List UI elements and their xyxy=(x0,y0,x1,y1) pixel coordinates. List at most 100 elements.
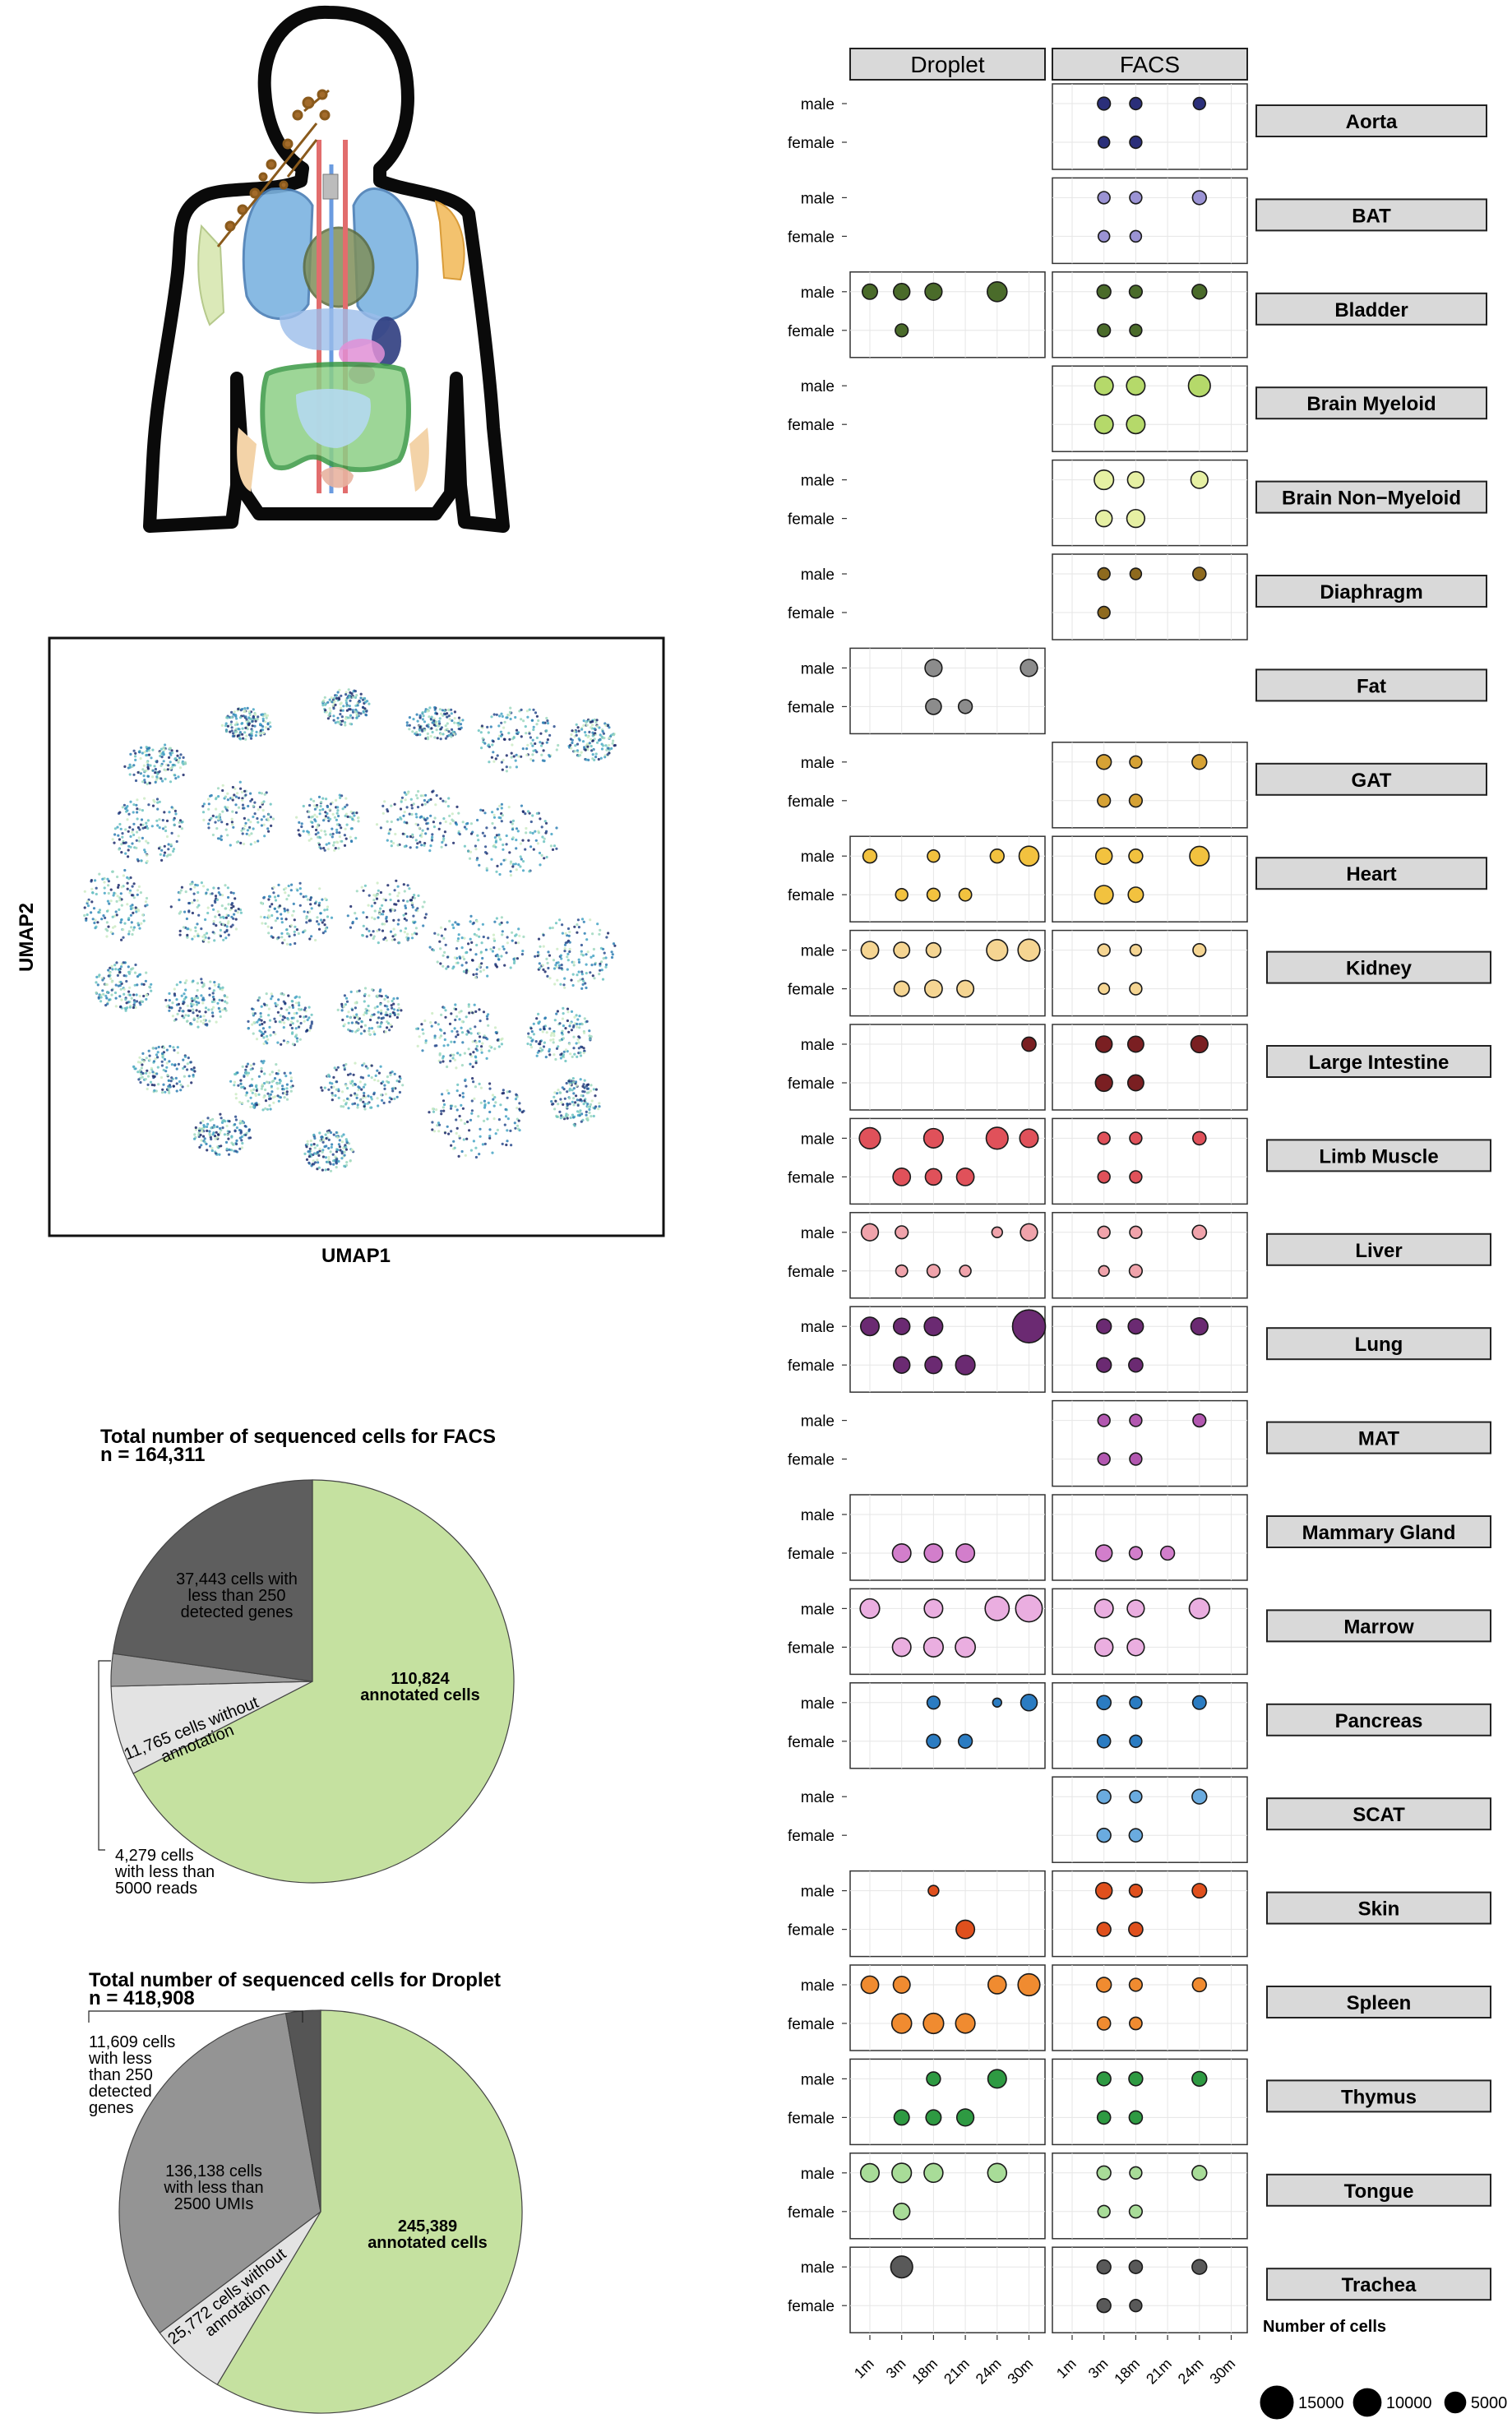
dot-male xyxy=(1192,1131,1207,1146)
panel-facs-0 xyxy=(1052,83,1248,170)
tissue-strip xyxy=(1266,1139,1491,1172)
dot-female xyxy=(1094,414,1114,435)
dot-male xyxy=(923,1598,944,1619)
dot-male xyxy=(1191,2259,1208,2275)
tissue-label: Fat xyxy=(1357,675,1386,697)
row-label-female: female xyxy=(788,982,835,999)
dot-female xyxy=(1096,2298,1112,2314)
panel-facs-7 xyxy=(1052,742,1248,829)
panel-frame xyxy=(849,1117,1046,1205)
facet-label-droplet: Droplet xyxy=(910,52,984,77)
dot-female xyxy=(923,1542,944,1564)
dot-female xyxy=(924,979,943,999)
dot-male xyxy=(1129,1695,1143,1709)
panel-droplet-10 xyxy=(849,1024,1046,1111)
dot-female xyxy=(1096,2016,1112,2031)
tissue-label: Thymus xyxy=(1341,2086,1417,2108)
row-label-female: female xyxy=(788,323,835,340)
dot-female xyxy=(892,1356,911,1374)
dot-male xyxy=(986,938,1009,962)
dot-female xyxy=(1129,229,1143,243)
panel-droplet-9 xyxy=(849,929,1046,1017)
pancreas xyxy=(339,339,385,368)
x-tick-label: 30m xyxy=(1206,2356,1238,2388)
x-tick-label: 1m xyxy=(851,2356,877,2382)
row-label-male: male xyxy=(801,943,835,960)
row-label-female: female xyxy=(788,2298,835,2315)
row-label-female: female xyxy=(788,1828,835,1845)
dot-female xyxy=(1128,793,1144,808)
dot-male xyxy=(1097,96,1112,111)
heart xyxy=(303,226,375,308)
panel-facs-8 xyxy=(1052,835,1248,922)
dot-female xyxy=(959,1265,972,1278)
dot-male xyxy=(859,1316,881,1337)
dot-male xyxy=(1192,942,1207,958)
panel-frame xyxy=(1052,1964,1248,2051)
pie-slice-low_genes xyxy=(284,2009,321,2213)
dot-male xyxy=(926,2071,941,2087)
dot-male xyxy=(1097,566,1111,581)
tissue-strip xyxy=(1266,1797,1491,1831)
panel-frame xyxy=(1052,1494,1248,1581)
panel-facs-21 xyxy=(1052,2058,1248,2146)
tissue-strip xyxy=(1266,2079,1491,2113)
dot-male xyxy=(860,1223,880,1242)
pie-chart-facs: Total number of sequenced cells for FACS… xyxy=(98,1426,515,1898)
dot-male xyxy=(1094,1598,1114,1619)
x-tick-label: 30m xyxy=(1004,2356,1036,2388)
dot-male xyxy=(1097,1131,1111,1145)
dot-female xyxy=(892,2203,911,2221)
dot-female xyxy=(891,1637,912,1658)
tissue-strip xyxy=(1255,480,1487,514)
dot-male xyxy=(892,1975,911,1995)
x-tick-label: 3m xyxy=(1085,2356,1112,2382)
dot-female xyxy=(955,1354,976,1376)
row-label-female: female xyxy=(788,2204,835,2222)
tissue-label: Spleen xyxy=(1347,1992,1412,2014)
left-lung xyxy=(242,187,314,321)
legend-label: 15000 xyxy=(1298,2394,1344,2412)
dot-male xyxy=(1128,2259,1144,2274)
pie-slice-low_genes xyxy=(112,1479,313,1682)
panel-frame xyxy=(1052,1212,1248,1299)
dot-male xyxy=(987,280,1008,303)
row-label-male: male xyxy=(801,190,835,207)
dot-female xyxy=(895,888,909,902)
panel-droplet-23 xyxy=(849,2246,1046,2333)
dot-male xyxy=(1129,755,1143,769)
panel-frame xyxy=(849,835,1046,922)
pie-label-low_genes: 37,443 cells with less than 250 detected g… xyxy=(176,1570,298,1621)
dot-male xyxy=(1129,1131,1143,1145)
row-label-female: female xyxy=(788,1734,835,1751)
panel-facs-20 xyxy=(1052,1964,1248,2051)
row-label-male: male xyxy=(801,1131,835,1148)
dot-male xyxy=(926,1695,941,1710)
tissue-label: Brain Non−Myeloid xyxy=(1282,488,1461,510)
dot-male xyxy=(927,849,941,863)
panel-facs-19 xyxy=(1052,1870,1248,1958)
dot-female xyxy=(1126,414,1146,435)
dot-male xyxy=(1126,1599,1145,1618)
panel-facs-2 xyxy=(1052,271,1248,358)
dot-female xyxy=(1097,1170,1111,1184)
panel-droplet-20 xyxy=(849,1964,1046,2051)
panel-facs-12 xyxy=(1052,1212,1248,1299)
dot-male xyxy=(1018,845,1040,867)
panel-frame xyxy=(849,1870,1046,1958)
tissue-label: Pancreas xyxy=(1335,1710,1423,1732)
legend-title: Number of cells xyxy=(1263,2318,1386,2336)
tissue-strip xyxy=(1255,386,1487,420)
panel-frame xyxy=(1052,742,1248,829)
dot-male xyxy=(1128,2071,1144,2087)
tissue-strip xyxy=(1266,1703,1491,1736)
dot-female xyxy=(1159,1545,1176,1561)
panel-droplet-13 xyxy=(849,1306,1047,1393)
panel-facs-10 xyxy=(1052,1024,1248,1111)
dot-male xyxy=(924,282,943,301)
dot-male xyxy=(1191,754,1208,770)
panel-frame xyxy=(1052,1117,1248,1205)
dot-male xyxy=(992,1697,1003,1709)
row-label-male: male xyxy=(801,1601,835,1618)
panel-frame xyxy=(1052,83,1248,170)
